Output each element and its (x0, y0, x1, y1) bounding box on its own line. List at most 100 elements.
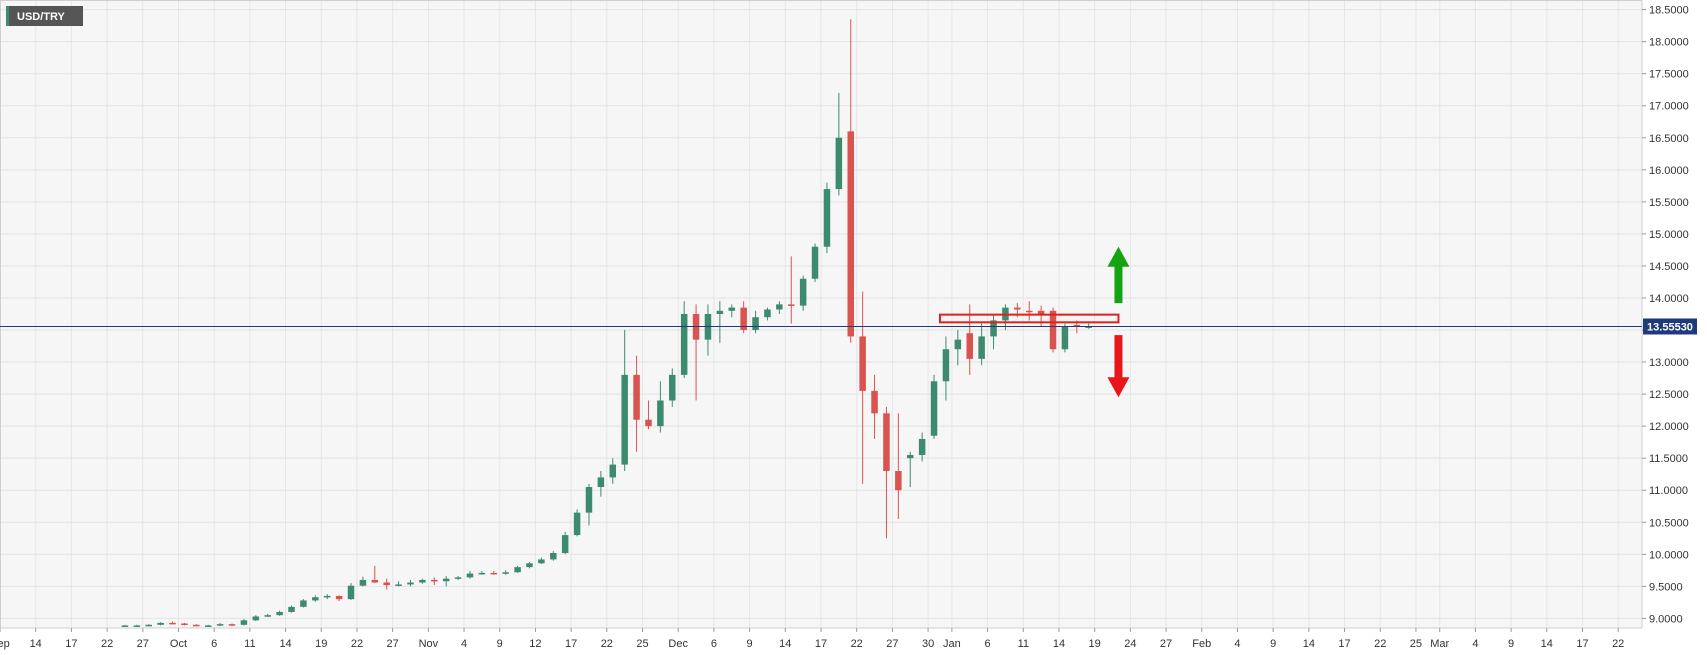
candle-body (395, 584, 402, 586)
x-tick-label: Jan (943, 638, 961, 650)
x-tick-label: Mar (1430, 638, 1449, 650)
vertical-grid (0, 0, 1619, 628)
candle-body (514, 567, 521, 573)
x-tick-label: 17 (1576, 638, 1588, 650)
y-tick-label: 11.5000 (1649, 453, 1688, 465)
symbol-badge[interactable]: USD/TRY (6, 6, 83, 26)
x-tick-label: 17 (815, 638, 827, 650)
x-tick-label: Feb (1192, 638, 1211, 650)
x-tick-label: 22 (601, 638, 613, 650)
candle-body (240, 620, 248, 625)
price-tag-background (1643, 318, 1697, 335)
candle-body (145, 624, 152, 627)
candle-body (883, 413, 890, 471)
candle-body (776, 304, 783, 310)
candle-body (276, 611, 283, 616)
candle-body (312, 597, 319, 601)
candles (121, 19, 1092, 627)
x-tick-label: 9 (1270, 638, 1276, 650)
x-tick-label: 14 (279, 638, 291, 650)
symbol-badge-background (6, 6, 83, 26)
candle-body (133, 625, 141, 627)
y-tick-label: 13.0000 (1649, 357, 1689, 369)
candle-body (954, 339, 962, 350)
candle-body (1037, 310, 1045, 314)
candle-body (490, 572, 498, 575)
candle-body (550, 553, 557, 560)
y-tick-label: 9.5000 (1649, 581, 1683, 593)
candle-body (645, 419, 652, 427)
candle-body (764, 309, 771, 318)
candle-body (716, 310, 724, 314)
candle-body (597, 477, 605, 488)
horizontal-grid (0, 9, 1642, 619)
candle-body (1085, 326, 1092, 328)
candle-body (966, 333, 973, 359)
x-tick-label: 22 (101, 638, 113, 650)
x-tick-label: 6 (985, 638, 991, 650)
candle-body (633, 374, 640, 420)
price-tag-label: 13.55530 (1647, 321, 1693, 333)
x-tick-label: 4 (1234, 638, 1240, 650)
y-tick-label: 16.0000 (1649, 165, 1689, 177)
x-tick-label: 6 (211, 638, 217, 650)
candle-body (728, 307, 736, 311)
candle-body (1014, 307, 1021, 310)
candle-body (669, 374, 676, 401)
x-tick-label: 22 (1374, 638, 1386, 650)
x-tick-label: 17 (65, 638, 77, 650)
x-tick-label: 17 (1338, 638, 1350, 650)
candle-body (978, 336, 985, 359)
y-tick-label: 12.0000 (1649, 421, 1689, 433)
x-tick-label: 14 (30, 638, 42, 650)
candle-body (573, 512, 581, 536)
candle-body (431, 579, 438, 582)
candle-body (585, 487, 593, 513)
candle-body (823, 189, 831, 247)
candle-body (407, 582, 414, 585)
candle-body (121, 625, 129, 627)
candle-body (335, 595, 343, 600)
candle-body (906, 454, 914, 459)
x-tick-label: 9 (1508, 638, 1514, 650)
candle-body (942, 349, 950, 382)
y-tick-label: 17.0000 (1649, 101, 1689, 113)
x-tick-label: Oct (170, 638, 187, 650)
symbol-badge-accent (6, 6, 9, 26)
candle-body (1049, 310, 1057, 350)
candle-body (609, 464, 617, 478)
candle-body (383, 582, 390, 586)
x-tick-label: 27 (886, 638, 898, 650)
candle-body (204, 625, 212, 627)
candle-body (538, 559, 545, 564)
candle-body (442, 578, 450, 582)
candle-body (859, 336, 866, 391)
candle-body (300, 600, 307, 607)
x-axis-labels: Sep 14 17 22 27 Oct 6 11 14 19 22 27 Nov 4 9 12 17 22 25 De… (0, 628, 1624, 650)
candle-body (371, 579, 379, 583)
candle-body (990, 320, 997, 337)
x-tick-label: 30 (922, 638, 934, 650)
x-tick-label: 14 (779, 638, 791, 650)
candle-body (895, 471, 902, 491)
candle-body (288, 606, 295, 612)
candle-body (1025, 310, 1033, 313)
candle-body (561, 535, 569, 554)
x-tick-label: 27 (137, 638, 149, 650)
x-tick-label: 25 (1410, 638, 1422, 650)
x-tick-label: 6 (711, 638, 717, 650)
candle-body (252, 616, 260, 621)
x-tick-label: 22 (1612, 638, 1624, 650)
y-tick-label: 14.0000 (1649, 293, 1689, 305)
candle-body (657, 400, 664, 427)
x-tick-label: 19 (1089, 638, 1101, 650)
y-tick-label: 9.0000 (1649, 613, 1683, 625)
candle-body (799, 278, 807, 306)
x-tick-label: 27 (387, 638, 399, 650)
x-tick-label: 12 (529, 638, 541, 650)
candle-body (788, 304, 795, 306)
y-tick-label: 18.0000 (1649, 37, 1689, 49)
y-tick-label: 11.0000 (1649, 485, 1688, 497)
x-tick-label: 4 (1472, 638, 1478, 650)
